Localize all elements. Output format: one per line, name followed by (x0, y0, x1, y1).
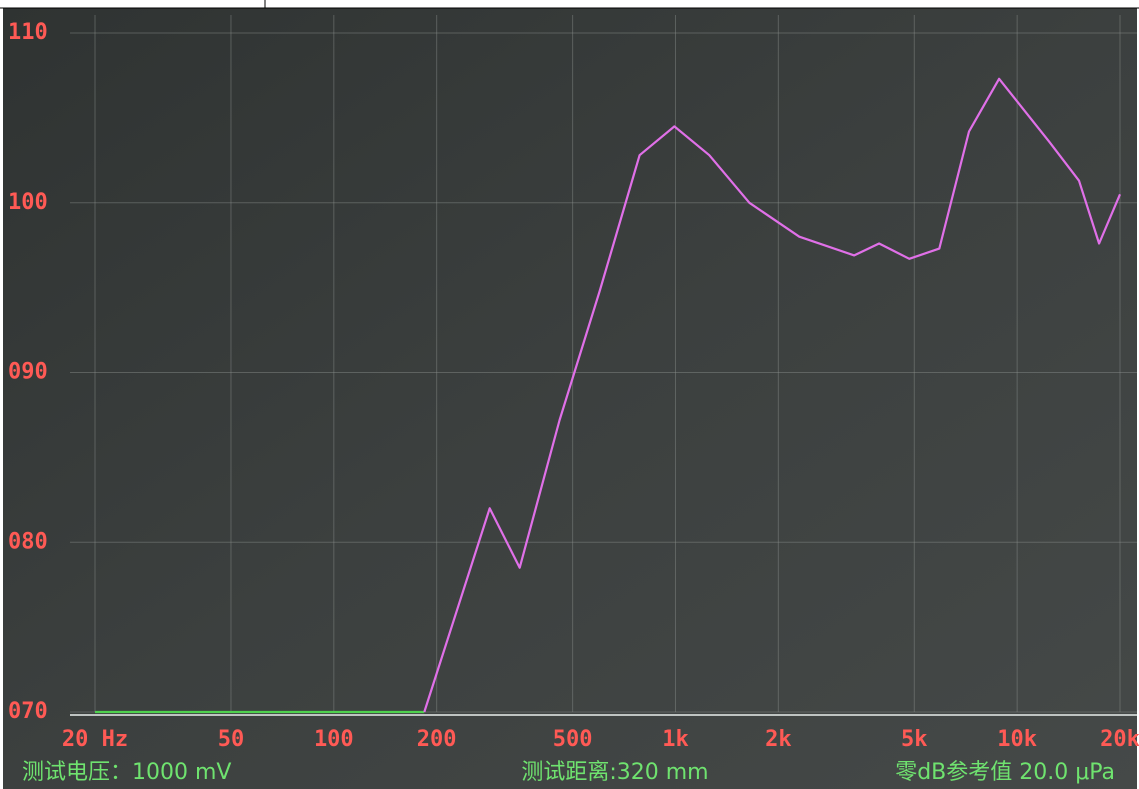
x-tick-label: 20k (1100, 727, 1139, 752)
x-tick-label: 500 (553, 727, 593, 752)
y-tick-label: 080 (8, 529, 48, 554)
footer-note: 零dB参考值 20.0 μPa (895, 760, 1115, 785)
y-tick-label: 110 (8, 20, 48, 45)
x-tick-label: 50 (218, 727, 245, 752)
y-tick-label: 100 (8, 190, 48, 215)
footer-note: 测试电压：1000 mV (22, 760, 231, 785)
response-line (423, 77, 1122, 713)
x-tick-label: 200 (417, 727, 457, 752)
y-tick-label: 090 (8, 360, 48, 385)
x-tick-label: 1k (662, 727, 689, 752)
x-tick-label: 10k (997, 727, 1037, 752)
display (3, 8, 1137, 789)
x-tick-label: 5k (901, 727, 928, 752)
footer-note: 测试距离:320 mm (521, 760, 708, 785)
x-tick-label: 20 Hz (62, 727, 128, 752)
x-tick-label: 2k (765, 727, 792, 752)
x-tick-label: 100 (314, 727, 354, 752)
y-tick-label: 070 (8, 699, 48, 724)
